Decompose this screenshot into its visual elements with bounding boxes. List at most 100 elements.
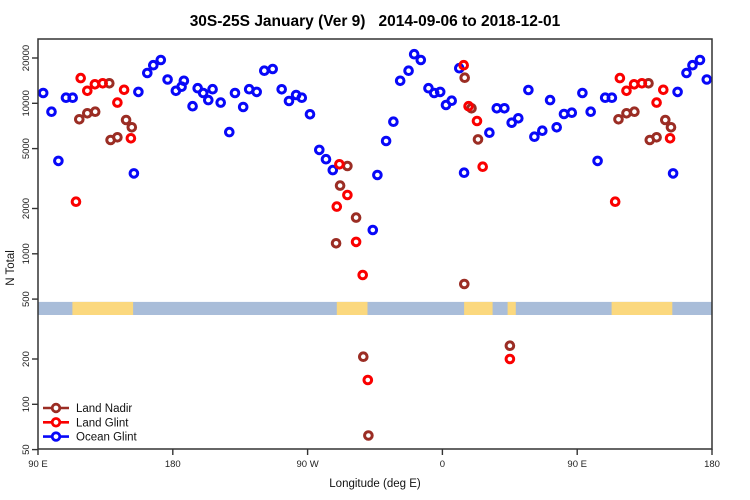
point-land-glint <box>471 115 483 127</box>
legend-item-land-glint: Land Glint <box>43 417 129 429</box>
point-ocean-glint <box>388 116 399 127</box>
point-ocean-glint <box>187 100 198 112</box>
point-ocean-glint <box>155 54 167 66</box>
point-land-glint <box>609 196 621 207</box>
point-ocean-glint <box>403 65 414 76</box>
point-land-glint <box>350 236 362 248</box>
y-tick-label: 1000 <box>21 243 32 264</box>
y-tick-label: 5000 <box>21 138 32 159</box>
legend: Land Nadir Land Glint Ocean Glint <box>43 402 138 444</box>
axis-ticks: 90 E 180 90 W 0 90 E 180 50 100 200 500 1000 2000 50… <box>21 45 720 470</box>
point-ocean-glint <box>577 87 588 99</box>
legend-item-land-nadir: Land Nadir <box>43 402 132 415</box>
point-ocean-glint <box>672 86 683 98</box>
point-ocean-glint <box>558 108 570 120</box>
point-ocean-glint <box>523 84 534 96</box>
chart-title: 30S-25S January (Ver 9) 2014-09-06 to 201… <box>190 13 561 30</box>
point-land-glint <box>112 97 123 108</box>
point-ocean-glint <box>415 54 427 66</box>
point-ocean-glint <box>67 92 78 103</box>
point-land-nadir <box>330 238 342 249</box>
band-ocean-segment <box>38 301 712 315</box>
point-land-glint <box>342 189 353 201</box>
point-ocean-glint <box>314 144 325 156</box>
point-ocean-glint <box>484 127 495 138</box>
point-ocean-glint <box>592 155 603 167</box>
point-land-glint <box>362 374 374 386</box>
band-land-segment <box>336 301 368 315</box>
x-tick-label: 180 <box>704 459 720 470</box>
point-ocean-glint <box>224 126 235 138</box>
point-land-glint <box>70 196 82 207</box>
point-land-nadir <box>504 340 516 352</box>
point-ocean-glint <box>327 164 339 176</box>
point-land-glint <box>125 133 137 144</box>
plot-border <box>37 38 713 450</box>
point-ocean-glint <box>544 94 556 106</box>
legend-item-ocean-glint: Ocean Glint <box>43 431 138 444</box>
y-axis-title: N Total <box>5 250 17 286</box>
point-ocean-glint <box>367 224 379 236</box>
point-ocean-glint <box>380 135 392 147</box>
point-ocean-glint <box>37 87 49 99</box>
point-land-nadir <box>82 108 93 119</box>
point-ocean-glint <box>215 97 226 108</box>
legend-symbol-land-glint <box>50 417 62 428</box>
point-ocean-glint <box>320 153 332 165</box>
x-tick-label: 0 <box>440 459 445 470</box>
point-ocean-glint <box>529 131 540 142</box>
point-land-glint <box>614 72 626 84</box>
point-ocean-glint <box>197 87 209 99</box>
point-ocean-glint <box>276 84 288 95</box>
point-ocean-glint <box>304 109 316 120</box>
point-land-glint <box>334 159 345 170</box>
point-ocean-glint <box>372 169 383 181</box>
point-land-nadir <box>350 212 362 223</box>
point-land-glint <box>458 59 470 71</box>
point-ocean-glint <box>434 86 446 98</box>
point-land-nadir <box>334 180 346 191</box>
point-ocean-glint <box>701 74 713 85</box>
point-ocean-glint <box>499 103 510 114</box>
x-tick-label: 90 W <box>297 459 319 470</box>
point-land-nadir <box>459 72 471 83</box>
y-tick-label: 200 <box>21 351 32 367</box>
point-land-glint <box>504 353 516 365</box>
point-ocean-glint <box>46 106 57 117</box>
point-land-glint <box>658 84 669 96</box>
point-ocean-glint <box>259 65 270 76</box>
band-land-segment <box>507 301 516 315</box>
point-ocean-glint <box>162 74 173 85</box>
point-land-glint <box>621 85 632 97</box>
point-ocean-glint <box>585 106 597 117</box>
point-land-glint <box>463 100 474 112</box>
y-tick-label: 500 <box>21 291 32 307</box>
band-land-segment <box>611 301 673 315</box>
point-ocean-glint <box>142 67 153 79</box>
point-land-nadir <box>629 106 640 117</box>
x-axis-title: Longitude (deg E) <box>329 478 421 490</box>
point-land-nadir <box>660 114 671 126</box>
point-ocean-glint <box>237 101 249 113</box>
point-ocean-glint <box>667 168 679 179</box>
point-ocean-glint <box>296 92 308 103</box>
point-ocean-glint <box>694 54 706 66</box>
point-ocean-glint <box>283 95 295 107</box>
point-ocean-glint <box>446 95 458 106</box>
point-ocean-glint <box>229 87 241 99</box>
point-land-glint <box>82 85 93 97</box>
point-land-glint <box>331 201 343 212</box>
point-ocean-glint <box>203 94 214 106</box>
point-land-nadir <box>358 351 369 363</box>
point-ocean-glint <box>408 48 420 60</box>
point-ocean-glint <box>133 86 144 98</box>
point-land-nadir <box>363 430 374 441</box>
point-land-glint <box>636 78 648 89</box>
land-ocean-band <box>38 301 712 315</box>
point-land-nadir <box>665 122 677 133</box>
legend-label-ocean-glint: Ocean Glint <box>76 432 138 444</box>
data-points <box>37 48 713 441</box>
point-ocean-glint <box>148 59 159 71</box>
y-tick-label: 100 <box>21 396 32 412</box>
